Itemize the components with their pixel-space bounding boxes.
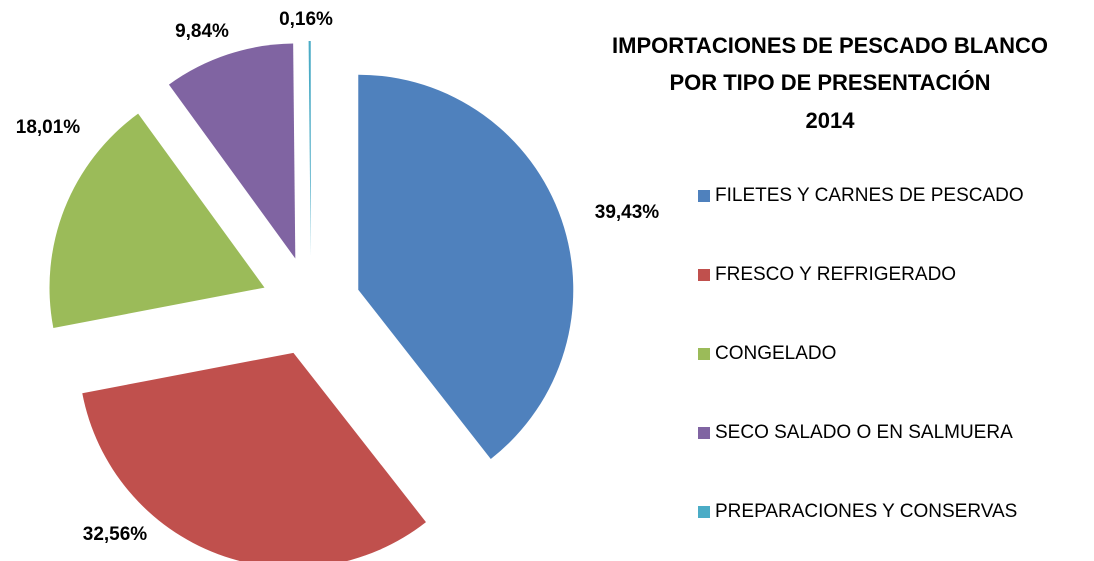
pie-slice [82, 352, 426, 561]
legend-label: FRESCO Y REFRIGERADO [715, 264, 956, 285]
legend-label: FILETES Y CARNES DE PESCADO [715, 185, 1024, 206]
legend-label: SECO SALADO O EN SALMUERA [715, 422, 1013, 443]
pie-slice [168, 43, 296, 259]
legend-swatch [698, 348, 710, 360]
pie-slice [308, 41, 311, 257]
chart-title: 2014 [806, 108, 856, 133]
legend-label: PREPARACIONES Y CONSERVAS [715, 501, 1017, 522]
legend-swatch [698, 269, 710, 281]
legend-swatch [698, 427, 710, 439]
data-label: 9,84% [175, 21, 229, 42]
legend-swatch [698, 506, 710, 518]
chart-title: IMPORTACIONES DE PESCADO BLANCO [612, 33, 1048, 58]
data-label: 18,01% [16, 117, 81, 138]
pie-slice [358, 74, 574, 460]
data-label: 32,56% [83, 524, 148, 545]
chart-title: POR TIPO DE PRESENTACIÓN [669, 70, 990, 95]
data-label: 39,43% [595, 202, 660, 223]
legend-label: CONGELADO [715, 343, 836, 364]
data-label: 0,16% [279, 9, 333, 30]
legend-swatch [698, 190, 710, 202]
pie-slice [49, 113, 265, 329]
